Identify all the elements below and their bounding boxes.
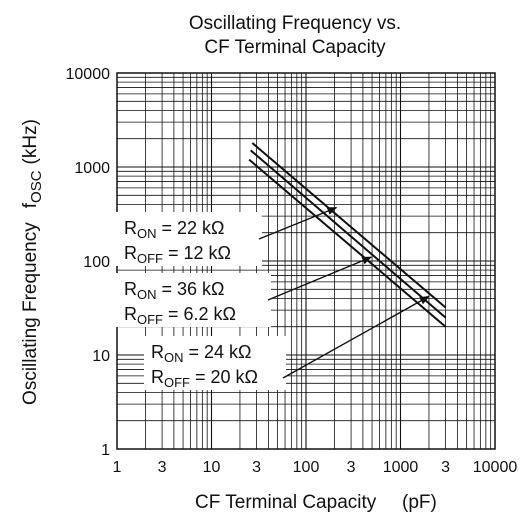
y-tick-labels: 1 10 100 1000 10000 [66, 66, 111, 459]
x-axis-unit: (pF) [402, 492, 437, 513]
y-tick-label: 100 [83, 254, 110, 271]
x-axis-label: CF Terminal Capacity (pF) [195, 492, 437, 513]
series-line-1 [251, 142, 447, 309]
x-tick-label: 1 [113, 459, 122, 476]
x-tick-label: 10000 [473, 459, 518, 476]
annotation-box [116, 212, 262, 266]
x-tick-labels: 1 3 10 3 100 3 1000 3 10000 [113, 459, 518, 476]
annotation-arrow [258, 206, 338, 240]
annotation-arrow [267, 256, 373, 301]
x-tick-label: 3 [347, 459, 356, 476]
y-axis-unit: (kHz) [20, 119, 41, 164]
series-line-3 [248, 158, 447, 328]
y-axis-title: Oscillating Frequency [20, 222, 41, 405]
annotation-box [144, 336, 286, 390]
x-axis-title: CF Terminal Capacity [195, 492, 377, 513]
y-tick-label: 1000 [74, 160, 110, 177]
annotation-arrow [282, 295, 430, 379]
svg-text:Oscillating FrequencyfOSC(kHz): Oscillating Frequency fOSC (kHz) [20, 119, 45, 405]
y-axis-label: Oscillating Frequency fOSC (kHz) [20, 119, 45, 405]
y-tick-label: 10 [92, 348, 110, 365]
x-tick-label: 1000 [383, 459, 419, 476]
y-axis-symbol-sub: OSC [28, 170, 45, 203]
annotation-box [116, 273, 271, 327]
series-group [248, 142, 447, 328]
x-tick-label: 3 [252, 459, 261, 476]
chart-title-line-1: Oscillating Frequency vs. [189, 13, 401, 34]
x-tick-label: 100 [293, 459, 320, 476]
y-axis-symbol: f [20, 202, 41, 208]
x-tick-label: 3 [158, 459, 167, 476]
y-tick-label: 1 [101, 442, 110, 459]
x-tick-label: 3 [441, 459, 450, 476]
y-tick-label: 10000 [66, 66, 111, 83]
series-line-2 [250, 149, 447, 319]
chart-title-line-2: CF Terminal Capacity [204, 37, 386, 58]
x-tick-label: 10 [203, 459, 221, 476]
